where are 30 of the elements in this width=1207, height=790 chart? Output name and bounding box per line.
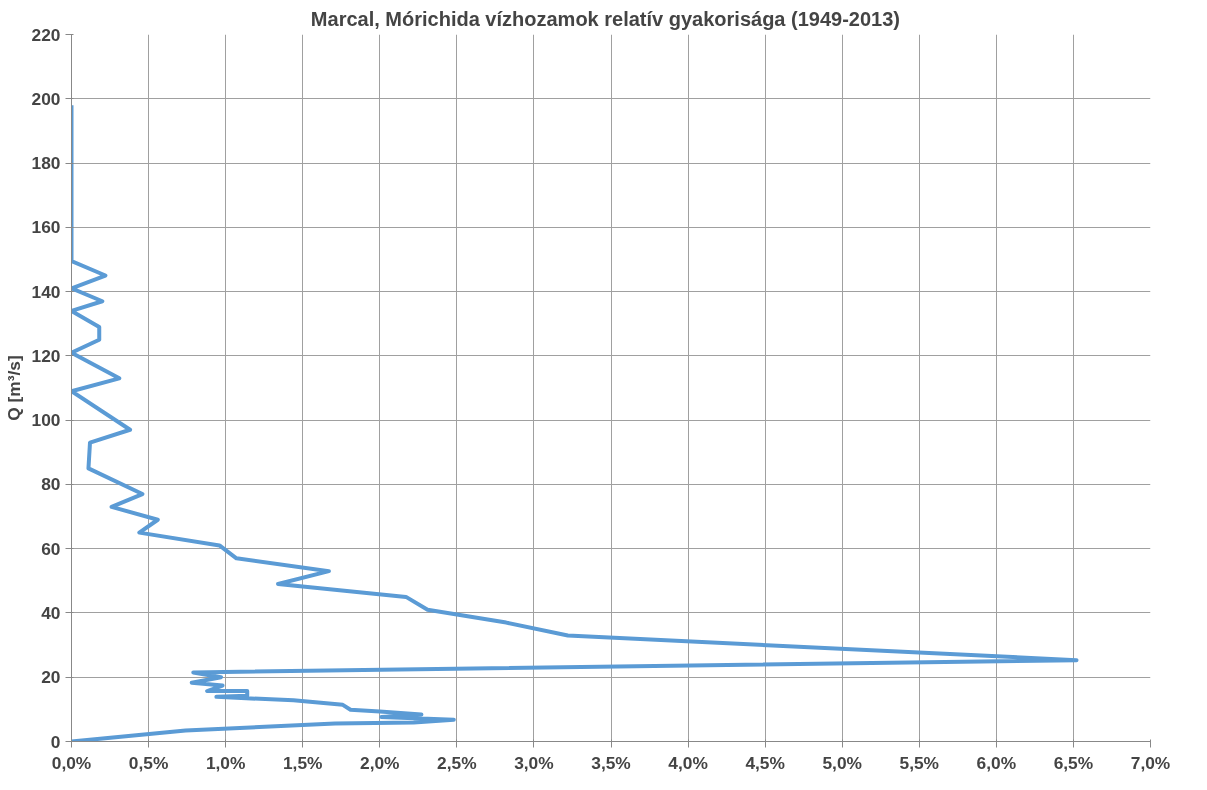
- x-tick-label: 5,0%: [822, 752, 862, 773]
- line-series: [71, 103, 1079, 742]
- x-tick-label: 2,5%: [437, 752, 477, 773]
- x-tick-label: 6,5%: [1053, 752, 1094, 773]
- x-tick-label: 3,0%: [514, 752, 554, 773]
- y-tick-label: 140: [31, 281, 61, 302]
- chart-title: Marcal, Mórichida vízhozamok relatív gyakorisága (1949-2013): [310, 7, 901, 30]
- y-tick-label: 160: [31, 217, 61, 238]
- x-tick-label: 2,0%: [360, 752, 400, 773]
- x-tick-label: 0,5%: [128, 752, 169, 773]
- x-tick-label: 5,5%: [899, 752, 940, 773]
- x-tick-label: 1,0%: [205, 752, 246, 773]
- x-tick-label: 4,0%: [668, 752, 708, 773]
- x-tick-label: 1,5%: [282, 752, 323, 773]
- y-tick-label: 80: [41, 474, 61, 495]
- y-tick-label: 120: [31, 345, 61, 366]
- x-tick-label: 0,0%: [51, 752, 92, 773]
- y-tick-label: 20: [41, 667, 61, 688]
- y-tick-label: 60: [41, 538, 61, 559]
- x-tick-label: 6,0%: [976, 752, 1017, 773]
- x-tick-label: 7,0%: [1130, 752, 1171, 773]
- y-tick-label: 0: [50, 731, 61, 752]
- y-tick-label: 220: [31, 24, 61, 45]
- x-tick-label: 4,5%: [745, 752, 785, 773]
- y-tick-label: 40: [41, 602, 61, 623]
- y-tick-label: 100: [31, 410, 61, 431]
- y-axis-title: Q [m³/s]: [3, 355, 24, 421]
- y-tick-label: 200: [31, 88, 61, 109]
- x-tick-label: 3,5%: [591, 752, 631, 773]
- y-tick-label: 180: [31, 153, 61, 174]
